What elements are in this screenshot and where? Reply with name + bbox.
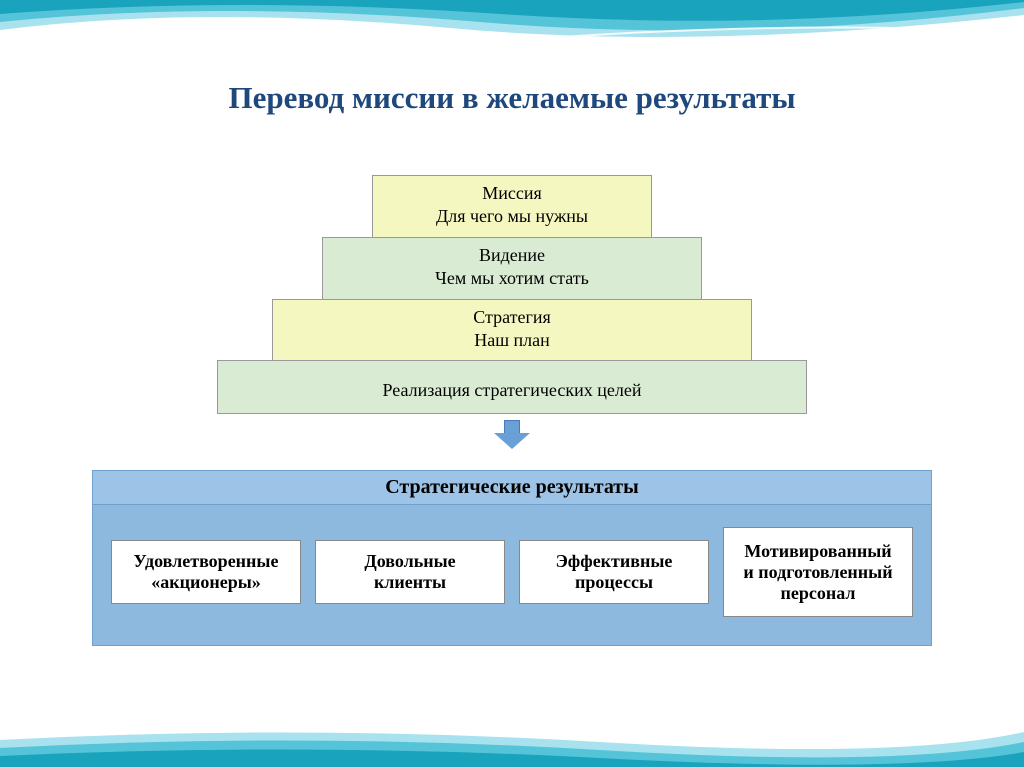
layer-heading: Миссия — [373, 182, 651, 205]
results-body: Удовлетворенные «акционеры» Довольные кл… — [92, 505, 932, 646]
slide-title: Перевод миссии в желаемые результаты — [0, 80, 1024, 116]
result-box-processes: Эффективные процессы — [519, 540, 709, 604]
result-line: «акционеры» — [120, 572, 292, 593]
results-panel: Стратегические результаты Удовлетворенны… — [92, 470, 932, 646]
result-line: Эффективные — [528, 551, 700, 572]
pyramid-layer-strategy: Стратегия Наш план — [272, 299, 752, 362]
result-box-clients: Довольные клиенты — [315, 540, 505, 604]
pyramid-diagram: Миссия Для чего мы нужны Видение Чем мы … — [162, 175, 862, 449]
result-line: персонал — [732, 583, 904, 604]
result-line: Удовлетворенные — [120, 551, 292, 572]
result-line: Довольные — [324, 551, 496, 572]
result-box-shareholders: Удовлетворенные «акционеры» — [111, 540, 301, 604]
layer-sub: Реализация стратегических целей — [218, 379, 806, 402]
wave-decoration-bottom — [0, 722, 1024, 767]
result-line: процессы — [528, 572, 700, 593]
layer-sub: Для чего мы нужны — [373, 205, 651, 228]
pyramid-layer-mission: Миссия Для чего мы нужны — [372, 175, 652, 238]
result-box-personnel: Мотивированный и подготовленный персонал — [723, 527, 913, 617]
result-line: клиенты — [324, 572, 496, 593]
result-line: и подготовленный — [732, 562, 904, 583]
layer-sub: Чем мы хотим стать — [323, 267, 701, 290]
arrow-down-icon — [494, 420, 530, 449]
layer-heading: Стратегия — [273, 306, 751, 329]
wave-decoration-top — [0, 0, 1024, 70]
results-header: Стратегические результаты — [92, 470, 932, 505]
pyramid-layer-realization: Реализация стратегических целей — [217, 360, 807, 413]
layer-heading: Видение — [323, 244, 701, 267]
result-line: Мотивированный — [732, 541, 904, 562]
pyramid-layer-vision: Видение Чем мы хотим стать — [322, 237, 702, 300]
layer-sub: Наш план — [273, 329, 751, 352]
